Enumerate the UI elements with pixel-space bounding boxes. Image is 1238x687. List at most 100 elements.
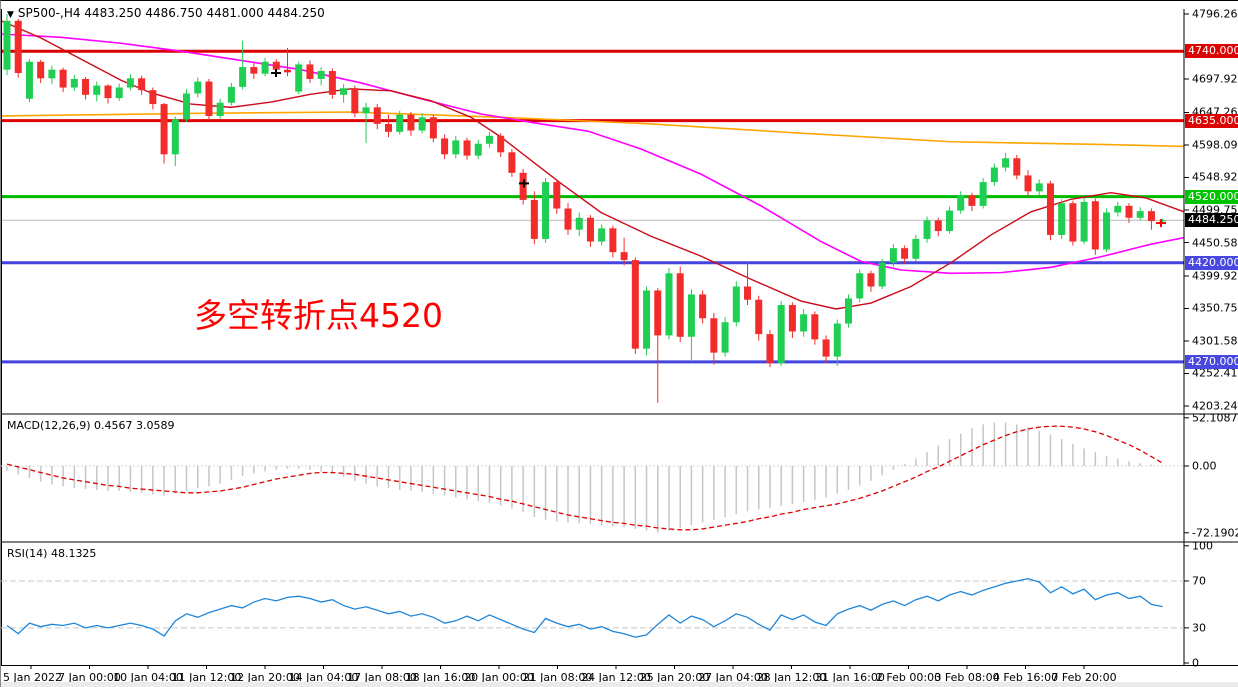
candle-body (362, 107, 370, 114)
candle-body (1035, 183, 1043, 192)
macd-tick-label: 52.1087 (1192, 411, 1238, 425)
candle-body (194, 81, 202, 94)
time-tick-label: 20 Jan 00:00 (464, 671, 534, 684)
candle-body (227, 86, 235, 103)
candle-body (93, 85, 101, 95)
candle-body (115, 87, 123, 99)
time-tick-label: 27 Jan 04:00 (698, 671, 768, 684)
ma-red-line (1, 20, 1185, 310)
level-price-badge: 4635.000 (1185, 113, 1238, 128)
time-tick-label: 28 Jan 12:00 (756, 671, 827, 684)
candle-body (945, 210, 953, 231)
candle-body (104, 85, 112, 99)
rsi-line (6, 577, 1163, 638)
candle-body (3, 20, 11, 70)
candle-body (418, 117, 426, 131)
candle-body (1136, 211, 1144, 218)
candle-body (800, 314, 808, 332)
candle-body (564, 208, 572, 230)
level-price-badge: 4420.000 (1185, 255, 1238, 270)
candle-body (542, 182, 550, 239)
candle-body (284, 69, 291, 73)
candle-body (1114, 205, 1122, 213)
level-price-badge: 4270.000 (1185, 354, 1238, 369)
candle-body (598, 228, 606, 242)
candle-body (766, 334, 774, 364)
candle-body (676, 273, 684, 337)
candle-body (14, 20, 22, 74)
candle-body (811, 314, 819, 340)
price-tick-label: 4350.750 (1192, 301, 1238, 315)
time-tick-label: 5 Jan 2022 (3, 671, 62, 684)
candle-body (59, 69, 67, 88)
candle-body (171, 119, 179, 155)
time-tick-label: 18 Jan 16:00 (405, 671, 476, 684)
candle-body (901, 248, 909, 259)
price-tick-label: 4252.410 (1192, 366, 1238, 380)
time-tick-label: 2 Feb 00:00 (875, 671, 942, 684)
ma-orange-line (1, 111, 1185, 148)
candle-body (384, 123, 392, 132)
candle-body (463, 140, 471, 156)
candle-body (317, 71, 325, 79)
candle-body (833, 323, 841, 357)
candle-body (979, 182, 987, 206)
candle-body (1125, 205, 1133, 218)
time-tick-label: 12 Jan 20:00 (230, 671, 300, 684)
time-tick-label: 3 Feb 08:00 (934, 671, 1000, 684)
time-tick-label: 11 Jan 12:00 (171, 671, 242, 684)
candle-body (261, 61, 269, 74)
candle-body (586, 217, 594, 242)
candle-body (721, 322, 729, 353)
candle-body (37, 61, 45, 79)
candle-body (138, 78, 146, 91)
candle-body (755, 299, 763, 335)
candle-body (620, 252, 628, 261)
macd-tick-label: -72.1902 (1192, 526, 1238, 540)
chart-title: ▼ SP500-,H4 4483.250 4486.750 4481.000 44… (7, 6, 325, 20)
rsi-tick-label: 100 (1192, 539, 1213, 553)
candle-body (497, 135, 505, 153)
candle-body (699, 294, 707, 319)
candle-body (205, 81, 213, 116)
candle-body (441, 138, 449, 155)
candle-body (25, 61, 33, 99)
candle-body (732, 286, 740, 323)
candle-body (1013, 158, 1021, 176)
candle-body (744, 286, 752, 300)
time-tick-label: 25 Jan 20:00 (639, 671, 710, 684)
level-price-badge: 4740.000 (1185, 44, 1238, 59)
rsi-tick-label: 70 (1192, 574, 1206, 588)
rsi-tick-label: 30 (1192, 621, 1206, 635)
candle-body (474, 143, 482, 156)
candle-body (1147, 211, 1155, 222)
time-tick-label: 17 Jan 08:00 (347, 671, 417, 684)
candle-body (48, 69, 56, 79)
price-tick-label: 4598.090 (1192, 138, 1238, 152)
candle-body (452, 140, 460, 155)
time-tick-label: 4 Feb 16:00 (992, 671, 1059, 684)
candle-body (1058, 203, 1066, 235)
candle-body (1103, 212, 1111, 250)
symbol-dropdown-icon[interactable]: ▼ (7, 10, 14, 20)
candle-body (575, 217, 583, 230)
candle-body (340, 88, 348, 95)
candle-body (990, 167, 998, 183)
candle-body (160, 104, 168, 155)
candle-body (1024, 175, 1032, 192)
candle-body (530, 199, 538, 239)
time-tick-label: 7 Jan 00:00 (58, 671, 121, 684)
time-tick-label: 7 Feb 20:00 (1051, 671, 1117, 684)
candle-body (710, 318, 718, 353)
candle-body (1002, 158, 1010, 168)
candle-body (82, 78, 90, 95)
candle-body (239, 67, 247, 87)
candle-body (912, 238, 920, 259)
candle-body (957, 195, 965, 211)
price-tick-label: 4697.920 (1192, 72, 1238, 86)
candle-body (856, 273, 864, 299)
macd-tick-label: 0.00 (1192, 459, 1217, 473)
time-tick-label: 14 Jan 04:00 (288, 671, 359, 684)
